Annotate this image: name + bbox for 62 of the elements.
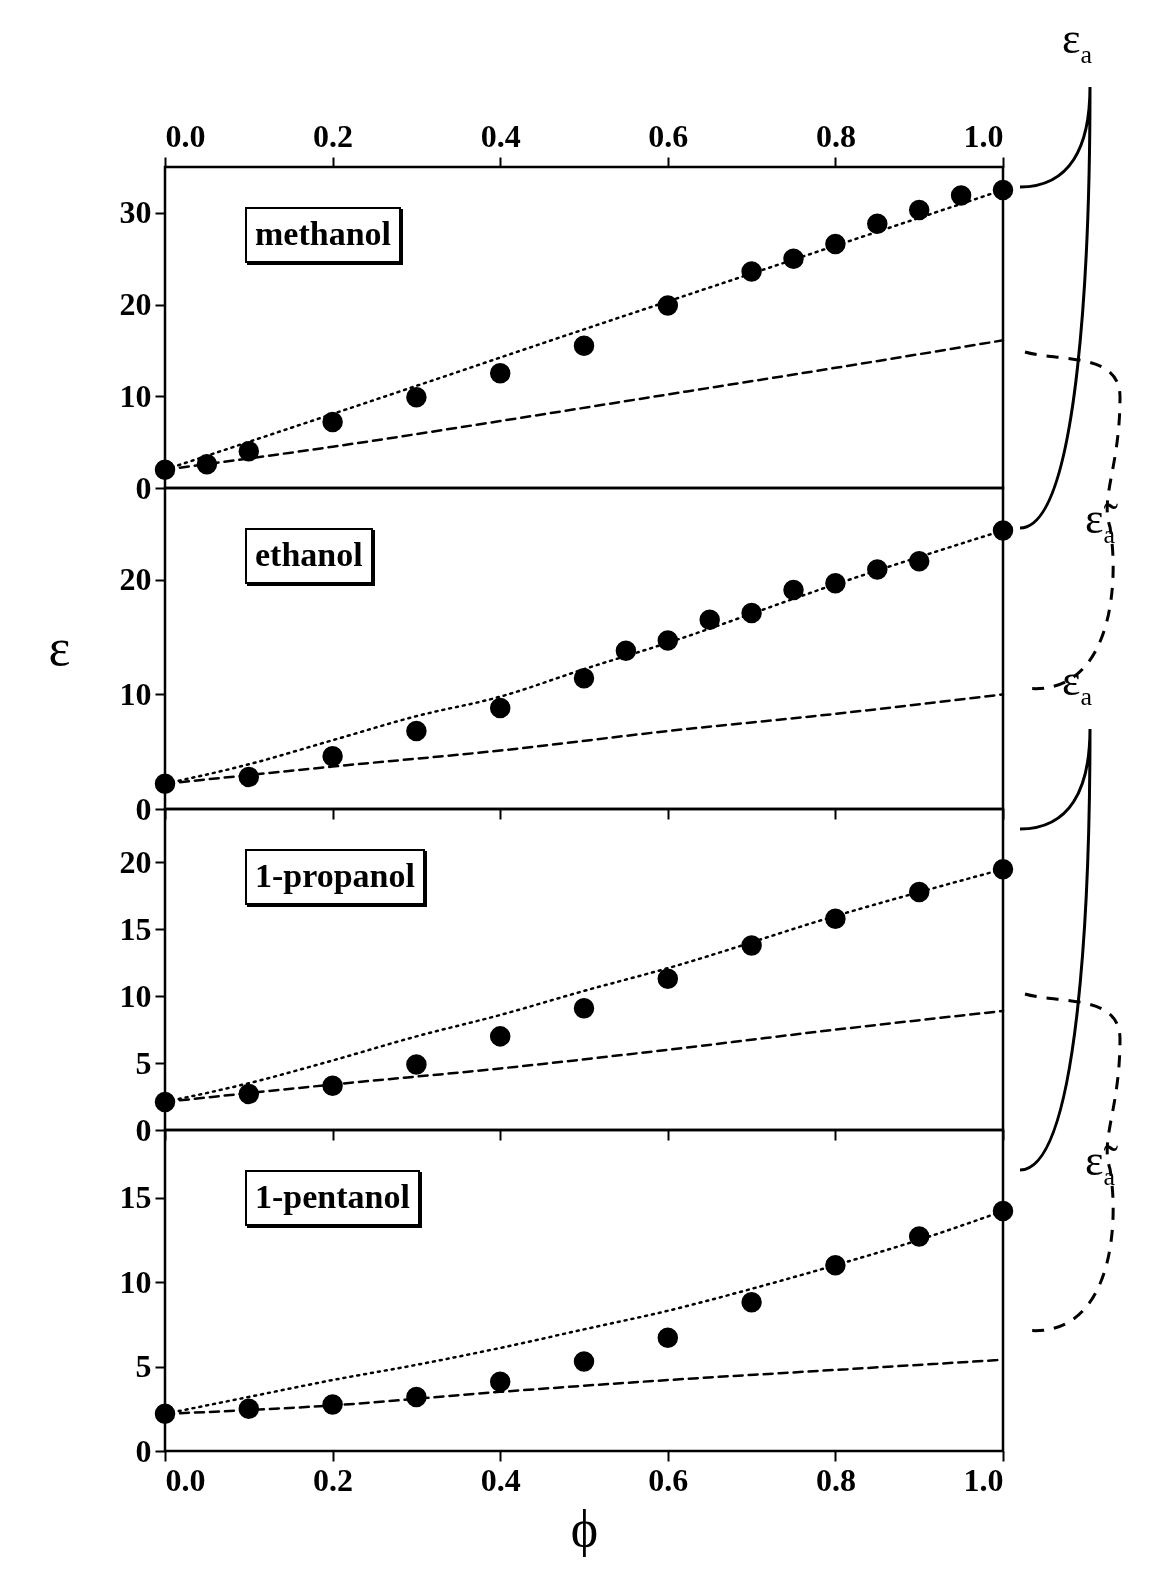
y-axis-title: ε bbox=[48, 619, 71, 676]
text: ε$_{a}$ bbox=[1062, 14, 1093, 69]
point bbox=[615, 640, 637, 662]
y-tick-label: 20 bbox=[119, 844, 152, 880]
annotation: methanol bbox=[245, 207, 401, 263]
point bbox=[657, 968, 679, 990]
y-tick-label: 0 bbox=[135, 469, 152, 506]
x-tick-label: 0.6 bbox=[648, 1461, 689, 1498]
point bbox=[741, 602, 762, 624]
x-tick-label: 0.2 bbox=[313, 117, 354, 154]
x-tick-label: 0.4 bbox=[480, 1461, 521, 1498]
x-tick-label: 0.6 bbox=[648, 117, 689, 154]
point bbox=[657, 630, 679, 651]
x-tick-label: 0.0 bbox=[165, 1461, 206, 1498]
y-tick-label: 0 bbox=[135, 790, 152, 827]
point bbox=[699, 609, 720, 631]
point bbox=[238, 766, 260, 788]
x-axis-title: ϕ bbox=[570, 1499, 599, 1557]
x-tick-label: 1.0 bbox=[963, 117, 1004, 154]
y-tick-label: 30 bbox=[119, 194, 152, 231]
point bbox=[992, 858, 1014, 880]
annotation: 1-pentanol bbox=[245, 1170, 420, 1226]
point bbox=[573, 668, 595, 689]
y-tick-label: 20 bbox=[119, 286, 152, 323]
y-tick-label: 15 bbox=[119, 1179, 152, 1216]
x-tick-label: 1.0 bbox=[963, 1461, 1004, 1498]
point bbox=[992, 520, 1014, 541]
annotation: 1-propanol bbox=[245, 849, 425, 905]
point bbox=[867, 559, 888, 580]
x-tick-label: 0.0 bbox=[165, 117, 206, 154]
y-tick-label: 10 bbox=[119, 675, 152, 712]
y-tick-label: 15 bbox=[119, 910, 152, 947]
y-tick-label: 0 bbox=[135, 1111, 152, 1148]
text: ε$_{a}$ bbox=[1062, 656, 1093, 711]
y-tick-label: 20 bbox=[119, 561, 152, 598]
y-tick-label: 10 bbox=[119, 977, 152, 1014]
point bbox=[825, 572, 846, 594]
point bbox=[154, 773, 176, 795]
y-tick-label: 10 bbox=[119, 1263, 152, 1300]
x-tick-label: 0.8 bbox=[815, 1461, 856, 1498]
y-tick-label: 0 bbox=[135, 1432, 152, 1469]
y-tick-label: 10 bbox=[119, 377, 152, 414]
point bbox=[406, 720, 427, 742]
point bbox=[322, 746, 343, 767]
point bbox=[908, 881, 930, 903]
point bbox=[489, 1026, 511, 1047]
x-tick-label: 0.4 bbox=[480, 117, 521, 154]
point bbox=[238, 1083, 260, 1105]
point bbox=[783, 579, 804, 601]
point bbox=[322, 1075, 343, 1097]
point bbox=[908, 551, 930, 572]
point bbox=[154, 1091, 176, 1113]
y-tick-label: 5 bbox=[135, 1044, 152, 1081]
x-tick-label: 0.2 bbox=[313, 1461, 354, 1498]
point bbox=[825, 908, 846, 929]
point bbox=[573, 998, 595, 1019]
x-tick-label: 0.8 bbox=[815, 117, 856, 154]
y-tick-label: 5 bbox=[135, 1348, 152, 1385]
point bbox=[741, 935, 762, 956]
point bbox=[489, 697, 511, 719]
point bbox=[406, 1054, 427, 1075]
annotation: ethanol bbox=[245, 528, 373, 584]
